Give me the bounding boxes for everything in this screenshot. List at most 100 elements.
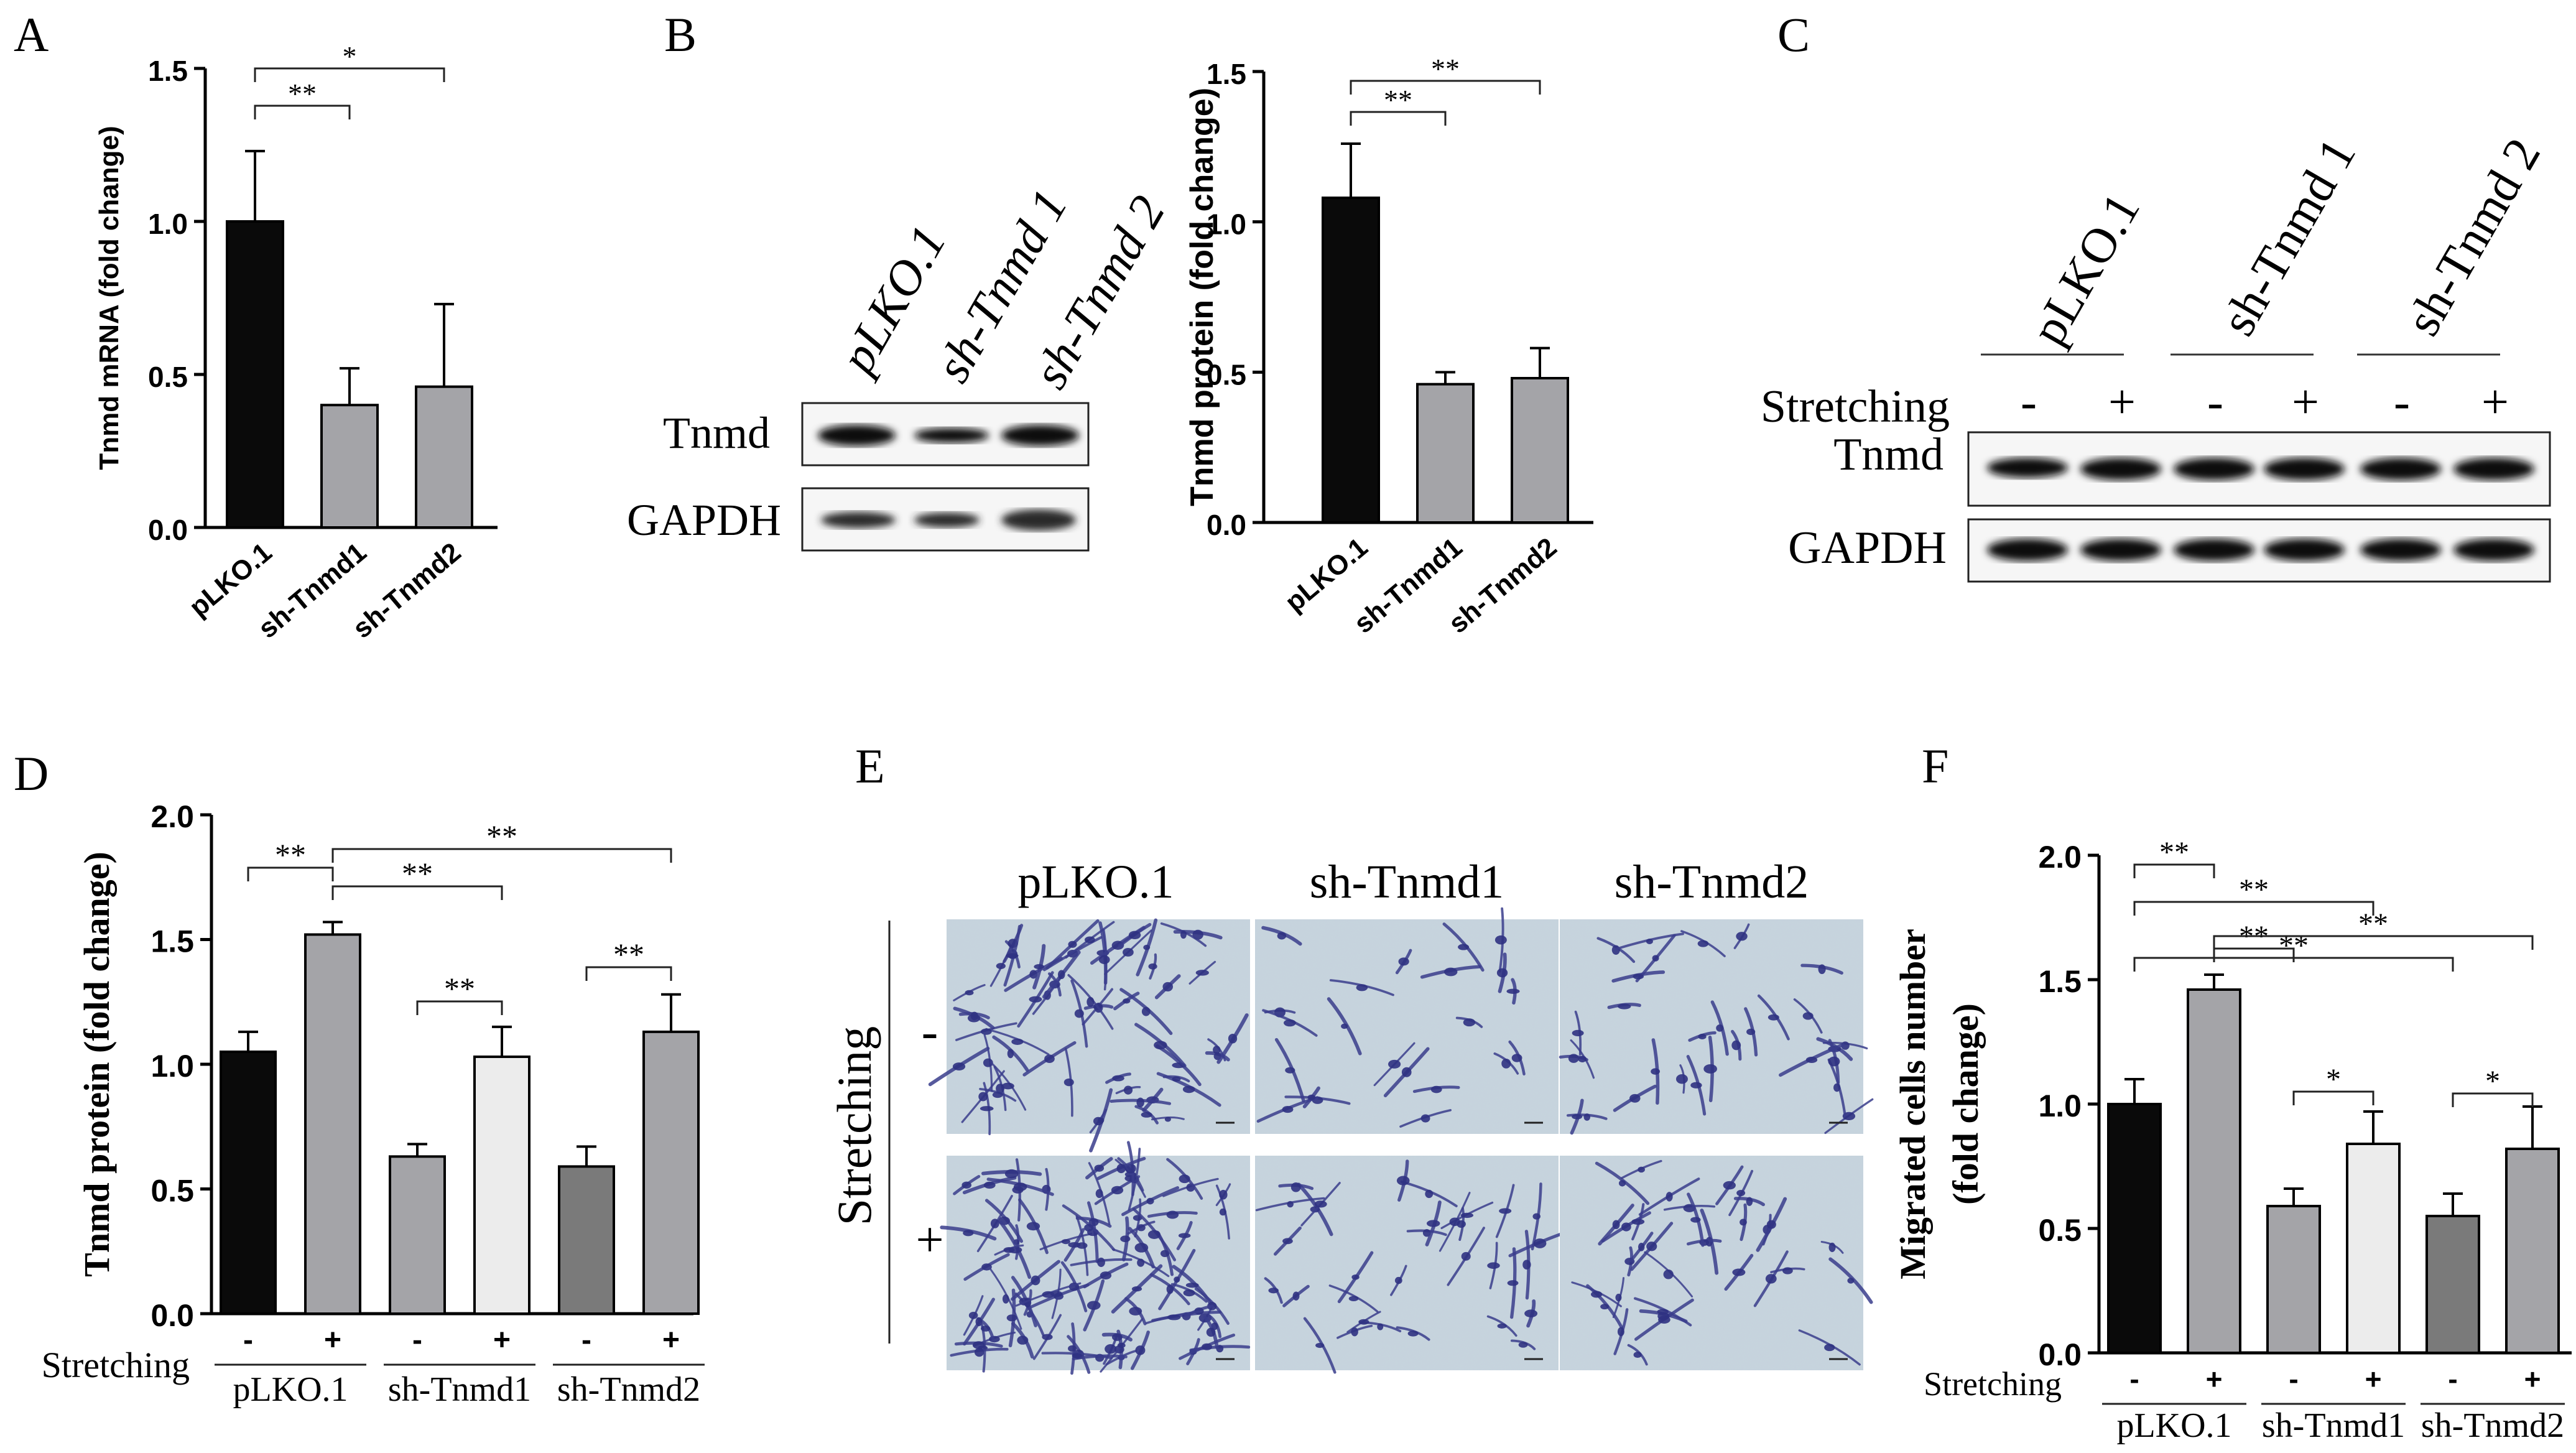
migrated-cell-body [992, 1092, 1003, 1098]
significance-bracket [2133, 901, 2374, 916]
migrated-cell-body [1356, 984, 1368, 991]
blot-band [821, 512, 896, 528]
blot-c-stretching-sign: - [2394, 374, 2410, 429]
migrated-cell-body [1148, 963, 1157, 970]
migrated-cell-body [1002, 1294, 1009, 1304]
bar [389, 1155, 446, 1315]
migrated-cell-body [1285, 1067, 1295, 1074]
migrated-cell-body [1179, 1174, 1190, 1184]
migrated-cell-body [1765, 1274, 1777, 1284]
stretching-sign: - [412, 1324, 422, 1357]
group-label: sh-Tnmd1 [2262, 1406, 2405, 1445]
micrograph-column-label: sh-Tnmd1 [1310, 856, 1504, 908]
bar [2107, 1103, 2162, 1354]
significance-bracket [2213, 935, 2534, 950]
migrated-cell-body [1282, 1238, 1293, 1245]
migrated-cell-body [1425, 1189, 1434, 1199]
migrated-cell-body [974, 1347, 985, 1357]
migrated-cell-body [1590, 1291, 1603, 1298]
blot-c-stretching-sign: + [2292, 374, 2319, 429]
y-tick-label: 1.0 [148, 208, 188, 240]
migrated-cell-body [1740, 1219, 1747, 1226]
category-label: pLKO.1 [1279, 532, 1373, 618]
blot-c-stretching-sign: + [2481, 374, 2509, 429]
blot-c-stretching-label: Stretching [1761, 381, 1950, 432]
y-tick-label: 0.5 [151, 1174, 194, 1209]
y-tick-label: 2.0 [151, 799, 194, 834]
migrated-cell-body [1061, 1239, 1070, 1245]
migrated-cell-body [1143, 944, 1151, 950]
migrated-cell-body [1341, 1023, 1348, 1029]
migrated-cell-body [1182, 1085, 1195, 1093]
migrated-cell-body [1098, 955, 1110, 964]
migrated-cell-body [1042, 1334, 1053, 1340]
migrated-cell-body [1141, 1112, 1152, 1118]
migrated-cell-body [1401, 1067, 1412, 1077]
migrated-cell-body [970, 1011, 978, 1021]
migrated-cell-body [972, 1341, 985, 1349]
y-axis-label: Migrated cells number [1893, 929, 1933, 1279]
migrated-cell-body [1612, 1220, 1620, 1230]
significance-label: * [343, 40, 357, 72]
significance-label: ** [2358, 908, 2388, 940]
bar [2266, 1205, 2321, 1354]
migrated-cell-body [1094, 1164, 1105, 1172]
migrated-cell-body [1731, 1040, 1741, 1051]
migrated-cell-body [1111, 1333, 1123, 1341]
blot-band [2174, 539, 2254, 561]
migrated-cell-body [1105, 1344, 1117, 1354]
migrated-cell-body [1068, 940, 1077, 948]
stretching-sign: - [2129, 1363, 2139, 1395]
bar [415, 385, 473, 529]
migrated-cell-body [1828, 1242, 1836, 1252]
western-blot-c: pLKO.1 sh-Tnmd 1 sh-Tnmd 2 Stretching - +… [1761, 129, 2551, 583]
migrated-cell-body [1290, 1182, 1301, 1192]
bar [226, 220, 284, 529]
migrated-cell-body [1629, 1093, 1641, 1103]
migrated-cell-body [1166, 1284, 1174, 1294]
migrated-cell-body [1213, 1046, 1221, 1054]
migrated-cell-body [1128, 931, 1141, 940]
significance-label: ** [2239, 873, 2269, 906]
y-tick-label: 1.0 [2038, 1089, 2082, 1123]
panel-letter-f: F [1922, 739, 1948, 793]
y-tick-label: 0.0 [1207, 509, 1246, 541]
migrated-cell-body [981, 1325, 991, 1332]
migrated-cell-body [1449, 1217, 1460, 1227]
stretching-sign: - [2448, 1363, 2457, 1395]
significance-label: ** [288, 78, 317, 109]
migrated-cell-body [1137, 1224, 1146, 1232]
migrated-cell-body [1524, 1309, 1538, 1317]
micrograph-row-sign: - [922, 1005, 938, 1059]
migrated-cell-body [1129, 1307, 1142, 1316]
migrated-cell-body [1057, 970, 1065, 980]
migrated-cell-body [1651, 1068, 1661, 1075]
migrated-cell-body [1314, 1200, 1327, 1208]
migrated-cell-body [1034, 964, 1044, 970]
migrated-cell-body [1017, 1335, 1029, 1345]
migrated-cell-body [1284, 1019, 1296, 1027]
migrated-cell-body [1496, 968, 1508, 978]
significance-label: ** [2159, 836, 2189, 869]
y-tick-label: 1.0 [1207, 208, 1246, 241]
bar [2425, 1215, 2480, 1354]
migrated-cell-body [1307, 1094, 1316, 1100]
migrated-cell-body [1766, 1220, 1776, 1229]
blot-c-stretching-sign: - [2207, 374, 2223, 429]
stretching-sign: + [2365, 1363, 2382, 1395]
migrated-cell-body [1146, 1197, 1154, 1205]
significance-label: ** [1384, 84, 1412, 116]
migrated-cell-body [1487, 1262, 1500, 1269]
blot-c-row-label: Tnmd [1833, 429, 1944, 480]
significance-bracket [331, 885, 503, 900]
migrated-cell-body [1124, 1175, 1136, 1182]
blot-band [2360, 539, 2441, 561]
migrated-cell-body [1422, 1229, 1431, 1237]
panel-letter-b: B [664, 7, 697, 62]
migrated-cell-body [1828, 1056, 1840, 1067]
migrated-cell-body [965, 990, 974, 996]
migrated-cell-body [1063, 1078, 1074, 1087]
migrated-cell-body [1095, 1189, 1103, 1199]
